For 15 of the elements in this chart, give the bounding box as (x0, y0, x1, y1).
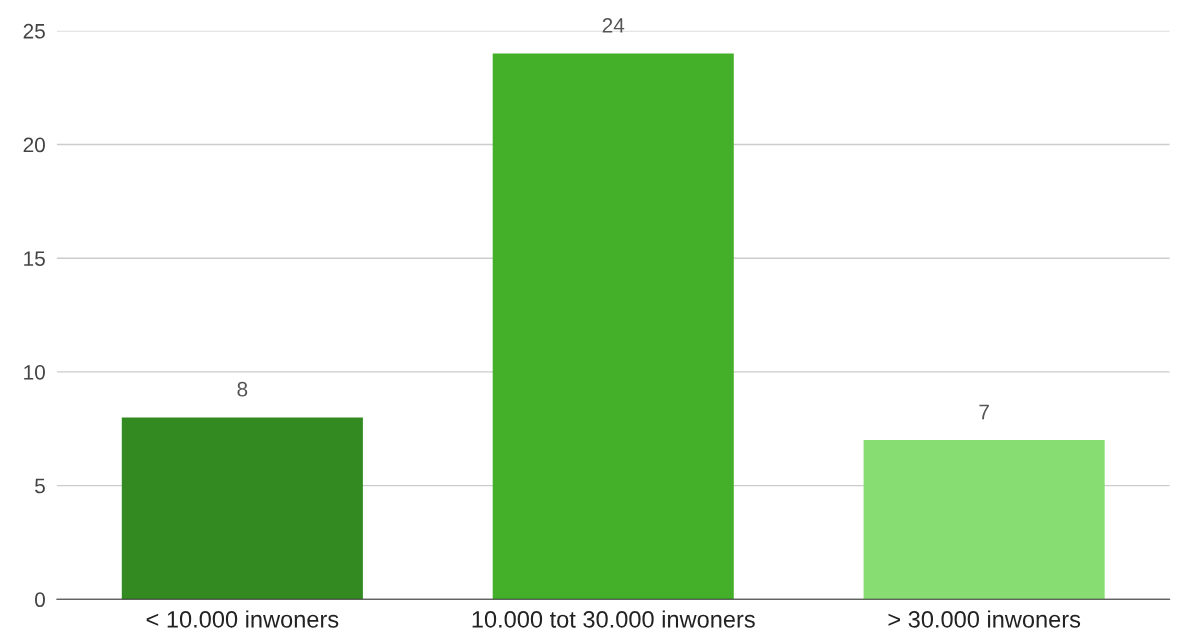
y-tick-label: 10 (24, 364, 45, 380)
bar (121, 417, 363, 600)
data-label: 8 (237, 381, 248, 397)
x-tick-label: 10.000 tot 30.000 inwoners (472, 610, 755, 628)
bar (863, 440, 1105, 600)
x-tick-label: < 10.000 inwoners (146, 610, 339, 628)
y-tick-label: 20 (23, 137, 45, 153)
y-tick-label: 0 (35, 592, 45, 608)
x-tick-label: > 30.000 inwoners (888, 610, 1081, 628)
data-label: 24 (602, 18, 625, 33)
y-tick-label: 25 (23, 23, 45, 39)
y-tick-label: 15 (24, 251, 45, 266)
bar (492, 53, 734, 600)
data-label: 7 (979, 404, 989, 420)
y-tick-label: 5 (35, 478, 45, 494)
